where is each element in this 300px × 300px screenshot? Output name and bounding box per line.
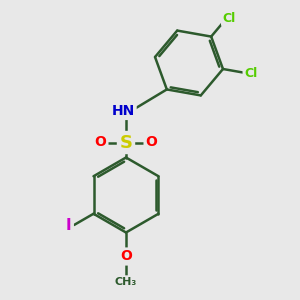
Text: Cl: Cl	[223, 12, 236, 25]
Text: O: O	[94, 136, 106, 149]
Text: O: O	[146, 136, 158, 149]
Text: CH₃: CH₃	[115, 277, 137, 287]
Text: I: I	[66, 218, 72, 232]
Text: Cl: Cl	[244, 67, 258, 80]
Text: O: O	[120, 250, 132, 263]
Text: HN: HN	[111, 104, 135, 118]
Text: S: S	[119, 134, 133, 152]
